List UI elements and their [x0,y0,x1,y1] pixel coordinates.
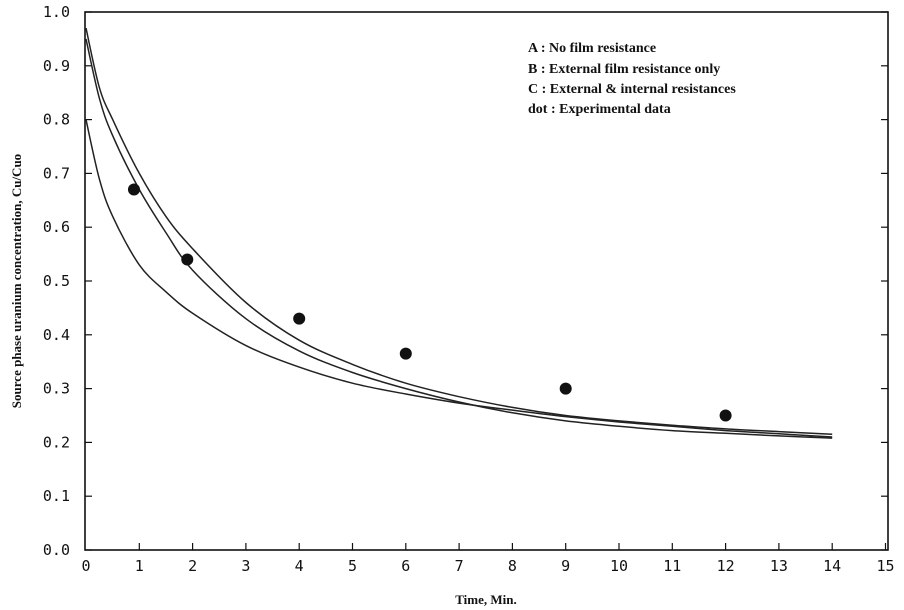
legend-entry-b: B : External film resistance only [528,62,720,77]
y-tick-label: 0.2 [43,433,70,451]
x-tick-label: 11 [663,557,681,575]
series-curve-2 [85,38,833,439]
experimental-point [293,312,306,325]
experimental-point [127,183,140,196]
x-tick-label: 9 [561,557,570,575]
y-tick-label: 1.0 [43,3,70,21]
y-tick-label: 0.6 [43,218,70,236]
x-tick-label: 3 [241,557,250,575]
y-tick-label: 0.0 [43,541,70,559]
x-tick-label: 5 [348,557,357,575]
x-tick-label: 1 [135,557,144,575]
y-tick-label: 0.1 [43,487,70,505]
series-curve-1 [85,27,833,436]
x-axis-title: Time, Min. [455,592,517,607]
series-curve-3 [85,119,833,438]
y-tick-label: 0.3 [43,380,70,398]
experimental-points [127,183,732,422]
experimental-point [399,347,412,360]
x-tick-label: 12 [717,557,735,575]
legend-entry-a: A : No film resistance [528,41,656,56]
x-tick-label: 2 [188,557,197,575]
x-tick-label: 13 [770,557,788,575]
experimental-point [181,253,194,266]
x-tick-label: 4 [295,557,304,575]
legend-entry-c: C : External & internal resistances [528,82,736,97]
experimental-point [559,382,572,395]
x-tick-label: 14 [823,557,841,575]
x-tick-label: 10 [610,557,628,575]
legend: A : No film resistance B : External film… [528,41,736,117]
y-tick-label: 0.4 [43,326,70,344]
x-axis-ticks: 0 1 2 3 4 5 6 7 8 9 10 11 12 13 14 15 [81,543,895,575]
plot-frame [84,11,889,551]
x-tick-label: 7 [455,557,464,575]
y-axis-title: Source phase uranium concentration, Cu/C… [9,154,24,408]
y-axis-ticks: 0.0 0.1 0.2 0.3 0.4 0.5 0.6 0.7 0.8 0.9 1.0 [43,3,888,559]
legend-entry-dot: dot : Experimental data [528,102,671,117]
y-tick-label: 0.5 [43,272,70,290]
x-tick-label: 8 [508,557,517,575]
x-tick-label: 15 [876,557,894,575]
x-tick-label: 0 [81,557,90,575]
experimental-point [719,409,732,422]
y-tick-label: 0.7 [43,164,70,182]
y-tick-label: 0.8 [43,111,70,129]
y-tick-label: 0.9 [43,57,70,75]
x-tick-label: 6 [401,557,410,575]
